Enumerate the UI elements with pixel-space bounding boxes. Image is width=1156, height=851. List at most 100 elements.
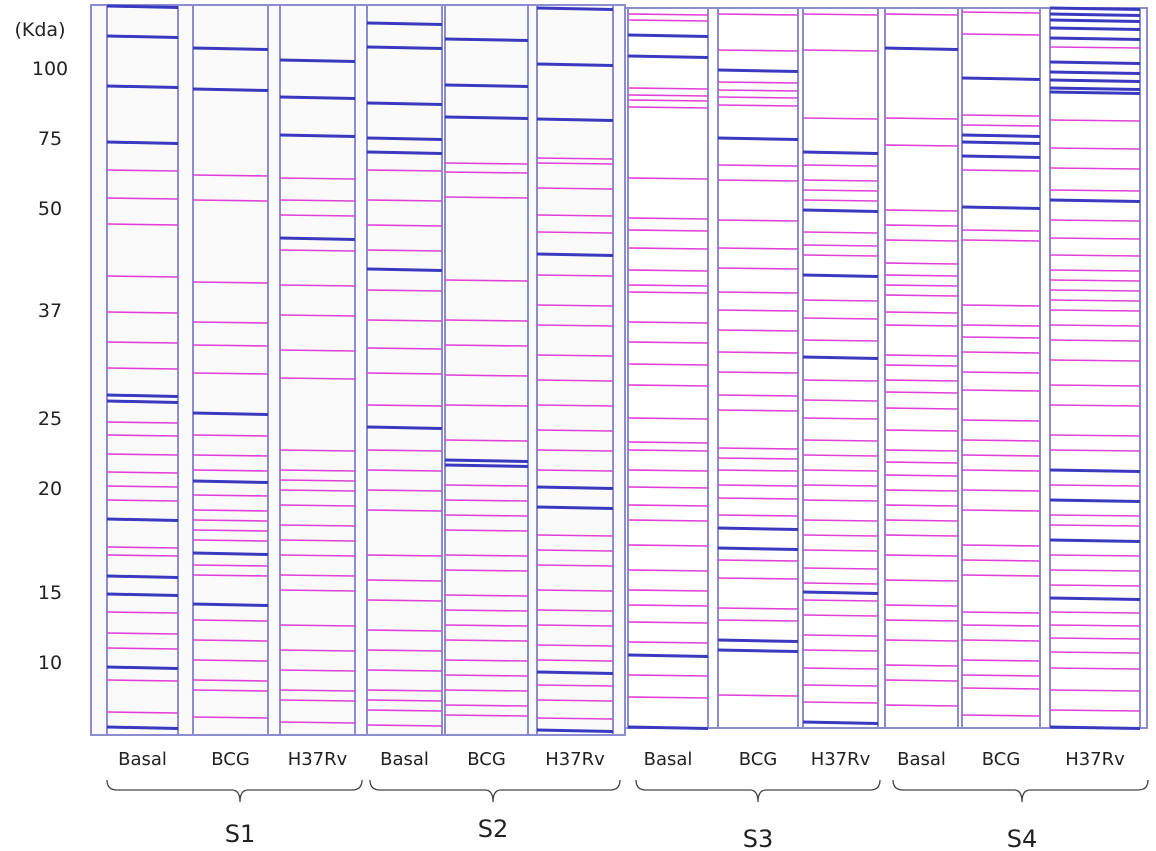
band-strong: [537, 64, 613, 66]
band-strong: [367, 103, 442, 105]
band-faint: [628, 545, 708, 546]
band-strong: [1050, 14, 1140, 16]
band-faint: [445, 610, 528, 611]
band-faint: [107, 422, 178, 423]
band-faint: [280, 690, 355, 691]
band-faint: [107, 276, 178, 277]
marker-label: 25: [38, 408, 62, 430]
band-faint: [1050, 652, 1140, 653]
band-strong: [718, 70, 798, 72]
band-faint: [962, 510, 1040, 511]
band-strong: [1050, 20, 1140, 22]
band-faint: [1050, 270, 1140, 271]
band-faint: [107, 712, 178, 713]
band-faint: [445, 690, 528, 691]
band-strong: [193, 481, 268, 483]
gel-figure: (Kda) 10075503725201510BasalBCGH37RvBasa…: [0, 0, 1156, 851]
band-faint: [1050, 585, 1140, 586]
band-faint: [718, 578, 798, 579]
band-faint: [193, 282, 268, 283]
band-faint: [885, 680, 958, 681]
band-faint: [885, 490, 958, 491]
band-strong: [193, 48, 268, 50]
band-faint: [803, 165, 878, 166]
band-faint: [1050, 148, 1140, 149]
band-faint: [107, 224, 178, 225]
band-faint: [962, 240, 1040, 241]
band-faint: [193, 175, 268, 176]
band-faint: [107, 435, 178, 436]
band-strong: [718, 650, 798, 652]
band-faint: [367, 490, 442, 491]
band-strong: [367, 152, 442, 154]
band-faint: [537, 470, 613, 471]
band-faint: [718, 372, 798, 373]
band-faint: [1050, 555, 1140, 556]
band-faint: [193, 640, 268, 641]
group-label: S3: [743, 825, 774, 851]
band-strong: [367, 138, 442, 140]
band-faint: [1050, 47, 1140, 48]
band-faint: [962, 715, 1040, 716]
band-faint: [718, 90, 798, 91]
band-faint: [628, 95, 708, 96]
band-faint: [445, 705, 528, 706]
lane-label: Basal: [118, 749, 167, 770]
band-faint: [628, 270, 708, 271]
band-faint: [445, 640, 528, 641]
band-faint: [803, 180, 878, 181]
band-strong: [445, 85, 528, 87]
band-faint: [962, 125, 1040, 126]
band-faint: [107, 648, 178, 649]
band-faint: [628, 342, 708, 343]
band-strong: [803, 210, 878, 212]
band-faint: [962, 560, 1040, 561]
band-strong: [628, 35, 708, 37]
band-faint: [803, 500, 878, 501]
band-faint: [962, 305, 1040, 306]
band-faint: [718, 695, 798, 696]
band-faint: [885, 312, 958, 313]
band-strong: [367, 427, 442, 429]
band-faint: [1050, 450, 1140, 451]
band-faint: [193, 565, 268, 566]
band-faint: [803, 380, 878, 381]
band-faint: [803, 520, 878, 521]
band-strong: [367, 47, 442, 49]
band-faint: [962, 625, 1040, 626]
band-faint: [367, 555, 442, 556]
band-faint: [628, 322, 708, 323]
band-strong: [718, 528, 798, 530]
band-strong: [718, 640, 798, 642]
band-faint: [537, 450, 613, 451]
band-faint: [962, 640, 1040, 641]
band-strong: [537, 487, 613, 489]
band-faint: [107, 312, 178, 313]
band-faint: [803, 14, 878, 15]
band-faint: [1050, 255, 1140, 256]
band-faint: [445, 715, 528, 716]
band-strong: [803, 357, 878, 359]
band-faint: [718, 515, 798, 516]
lane-label: BCG: [467, 749, 506, 770]
band-faint: [803, 245, 878, 246]
band-faint: [803, 318, 878, 319]
group-brace: [636, 780, 880, 802]
band-faint: [718, 105, 798, 106]
band-faint: [280, 200, 355, 201]
band-faint: [962, 612, 1040, 613]
band-faint: [628, 14, 708, 15]
band-faint: [537, 163, 613, 164]
band-faint: [193, 620, 268, 621]
band-faint: [367, 225, 442, 226]
band-faint: [628, 622, 708, 623]
band-faint: [537, 565, 613, 566]
group-label: S4: [1007, 825, 1038, 851]
band-faint: [1050, 612, 1140, 613]
band-faint: [537, 610, 613, 611]
band-faint: [367, 320, 442, 321]
band-faint: [962, 325, 1040, 326]
band-faint: [962, 337, 1040, 338]
band-faint: [445, 555, 528, 556]
band-faint: [628, 470, 708, 471]
